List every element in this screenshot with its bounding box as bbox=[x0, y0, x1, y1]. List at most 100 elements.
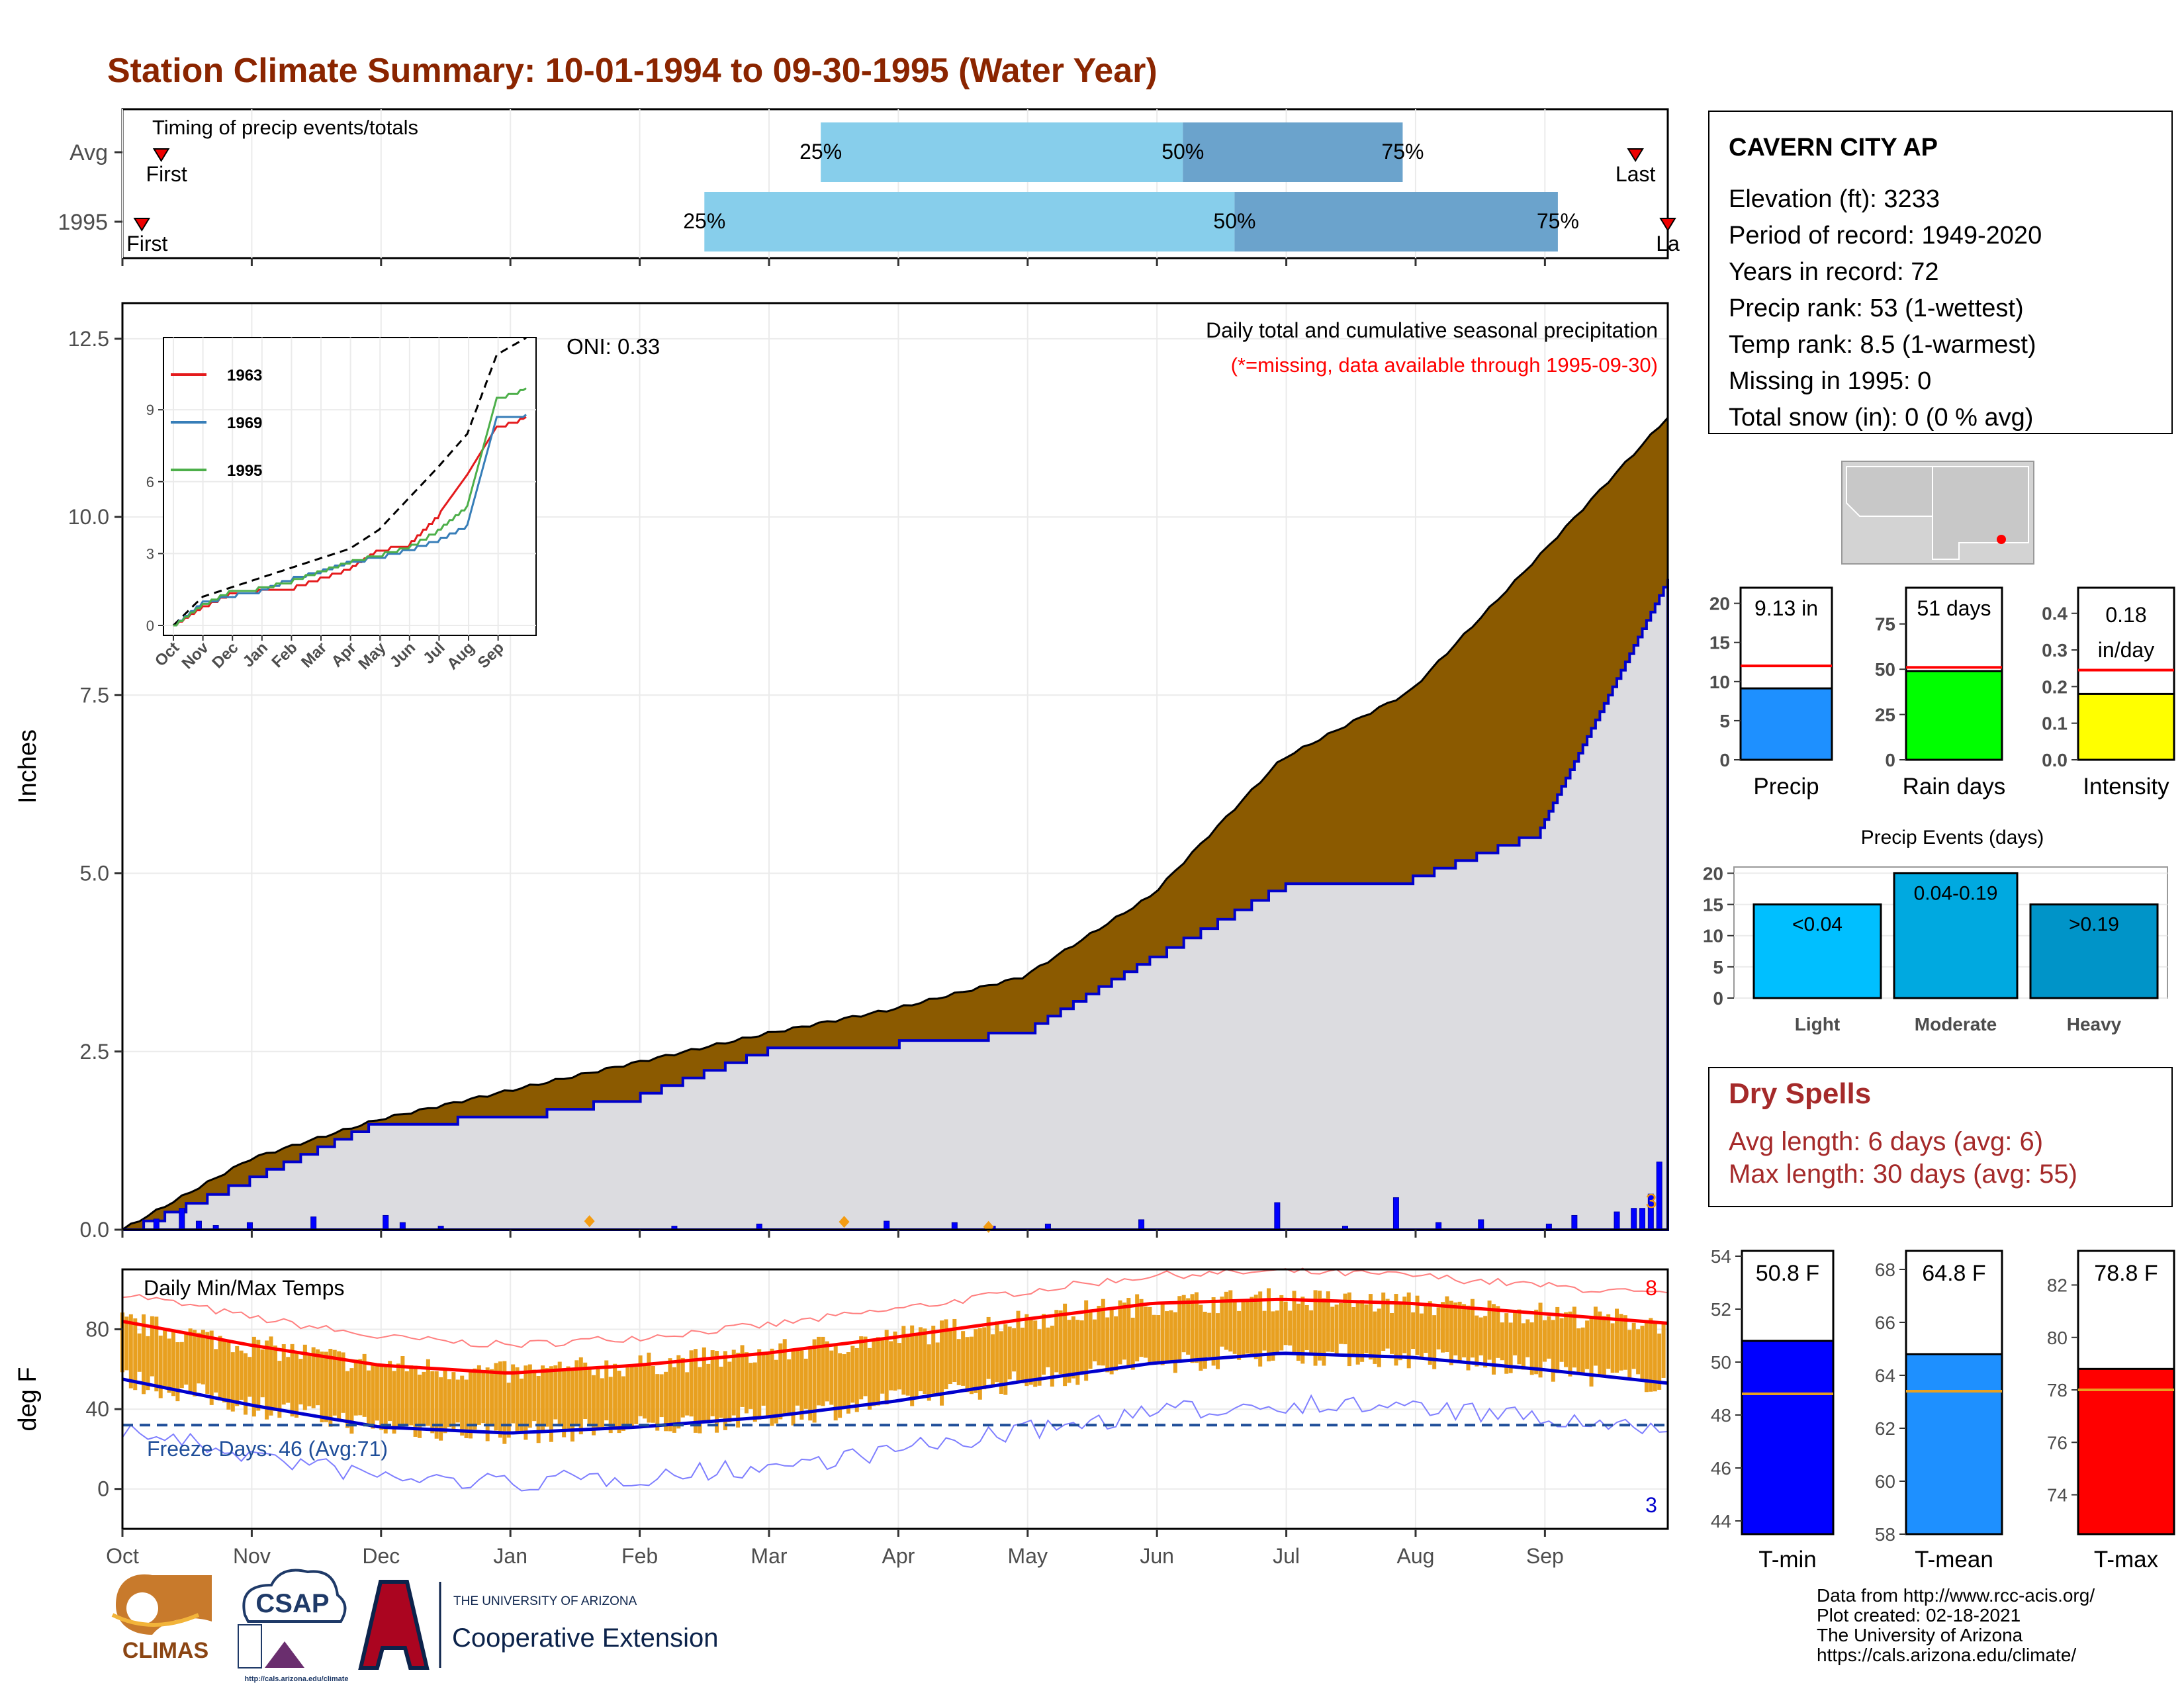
daily-temp-bar bbox=[812, 1339, 817, 1423]
footer-line: The University of Arizona bbox=[1817, 1625, 2023, 1645]
daily-temp-bar bbox=[952, 1318, 957, 1382]
daily-precip-bar bbox=[383, 1214, 389, 1230]
temp-bar-ytick-label: 74 bbox=[2047, 1485, 2068, 1506]
daily-temp-bar bbox=[1610, 1323, 1615, 1373]
daily-temp-bar bbox=[914, 1334, 919, 1400]
daily-temp-bar bbox=[706, 1363, 711, 1422]
daily-temp-bar bbox=[562, 1368, 567, 1438]
daily-temp-bar bbox=[1003, 1324, 1008, 1395]
summary-value: 51 days bbox=[1917, 596, 1991, 620]
temp-bar-ytick-label: 52 bbox=[1711, 1299, 1731, 1320]
precip-ytick-label: 2.5 bbox=[80, 1040, 109, 1064]
temp-title: Daily Min/Max Temps bbox=[144, 1276, 344, 1300]
daily-temp-bar bbox=[439, 1377, 443, 1441]
daily-temp-bar bbox=[1606, 1314, 1611, 1369]
daily-temp-bar bbox=[345, 1371, 349, 1428]
daily-temp-bar bbox=[1250, 1297, 1254, 1355]
daily-temp-bar bbox=[1555, 1306, 1560, 1373]
inset-legend-label: 1969 bbox=[227, 414, 262, 432]
precip-panel: 0.0 2.5 5.0 7.5 10.0 12.5 Inches Daily total an… bbox=[14, 302, 1669, 1242]
daily-precip-bar bbox=[153, 1218, 159, 1230]
daily-temp-bar bbox=[744, 1352, 749, 1414]
daily-temp-bar bbox=[1441, 1302, 1445, 1353]
daily-temp-bar bbox=[1071, 1316, 1075, 1379]
summary-ytick-label: 5 bbox=[1719, 711, 1730, 731]
daily-temp-bar bbox=[1160, 1303, 1165, 1365]
daily-temp-bar bbox=[1394, 1294, 1398, 1366]
events-bar-value: <0.04 bbox=[1792, 914, 1843, 936]
daily-temp-bar bbox=[698, 1367, 702, 1434]
daily-temp-bar bbox=[426, 1359, 430, 1426]
events-bar-label: Moderate bbox=[1915, 1014, 1997, 1034]
daily-temp-bar bbox=[1169, 1310, 1173, 1361]
first-label: First bbox=[146, 162, 187, 186]
daily-temp-bar bbox=[1487, 1301, 1492, 1360]
daily-temp-bar bbox=[918, 1327, 923, 1392]
daily-temp-bar bbox=[1054, 1310, 1059, 1373]
summary-bar bbox=[2077, 692, 2175, 761]
daily-temp-bar bbox=[634, 1367, 639, 1424]
daily-temp-bar bbox=[880, 1338, 885, 1394]
daily-temp-bar bbox=[1012, 1328, 1017, 1372]
daily-temp-bar bbox=[1194, 1292, 1199, 1363]
daily-temp-bar bbox=[430, 1371, 435, 1434]
inset-series-line bbox=[173, 387, 527, 627]
daily-temp-bar bbox=[749, 1363, 753, 1409]
daily-precip-bar bbox=[1274, 1202, 1281, 1230]
summary-ytick-label: 0.0 bbox=[2042, 750, 2068, 770]
csap-logo-bars bbox=[238, 1624, 262, 1668]
daily-temp-bar bbox=[1279, 1295, 1284, 1351]
daily-temp-bar bbox=[1457, 1301, 1462, 1362]
climas-logo-swoosh bbox=[111, 1613, 200, 1627]
daily-temp-bar bbox=[1479, 1317, 1483, 1355]
daily-temp-bar bbox=[422, 1371, 426, 1426]
daily-temp-bar bbox=[1232, 1299, 1237, 1354]
dry-frame bbox=[1708, 1067, 2173, 1207]
daily-temp-bar bbox=[1275, 1310, 1279, 1355]
daily-temp-bar bbox=[302, 1344, 307, 1410]
precip-ylabel: Inches bbox=[14, 729, 42, 803]
daily-temp-bar bbox=[337, 1351, 341, 1421]
daily-temp-bar bbox=[455, 1379, 460, 1423]
daily-temp-bar bbox=[608, 1377, 613, 1434]
daily-temp-bar bbox=[1016, 1310, 1021, 1381]
station-line: Period of record: 1949-2020 bbox=[1729, 222, 2042, 250]
daily-temp-bar bbox=[995, 1321, 999, 1383]
daily-precip-bar bbox=[1478, 1219, 1484, 1230]
events-ytick-label: 5 bbox=[1713, 957, 1723, 978]
timing-panel: Timing of precip events/totals Avg 25% 50% 7… bbox=[58, 108, 1680, 266]
daily-temp-bar bbox=[1245, 1300, 1250, 1354]
month-label: May bbox=[1008, 1544, 1048, 1568]
daily-temp-bar bbox=[256, 1340, 261, 1411]
daily-temp-bar bbox=[676, 1355, 681, 1429]
daily-precip-bar bbox=[1614, 1211, 1620, 1230]
inset-ytick-label: 0 bbox=[146, 617, 154, 634]
precip-events-chart: Precip Events (days) 0 5 10 15 20 <0.04 Light 0.… bbox=[1703, 827, 2168, 1034]
daily-temp-bar bbox=[600, 1378, 604, 1428]
daily-temp-bar bbox=[375, 1363, 379, 1421]
csap-logo-mountain bbox=[265, 1641, 304, 1668]
daily-temp-bar bbox=[477, 1365, 481, 1425]
daily-temp-bar bbox=[332, 1349, 337, 1416]
daily-temp-bar bbox=[400, 1356, 405, 1427]
daily-temp-bar bbox=[774, 1359, 778, 1424]
daily-temp-bar bbox=[1559, 1318, 1564, 1362]
daily-temp-bar bbox=[188, 1328, 193, 1393]
summary-ytick-label: 0 bbox=[1719, 750, 1730, 770]
daily-temp-bar bbox=[1084, 1300, 1089, 1381]
temp-bar-label: T-min bbox=[1758, 1547, 1817, 1573]
temp-bar-ytick-label: 60 bbox=[1875, 1471, 1895, 1492]
temp-bar-ytick-label: 68 bbox=[1875, 1259, 1895, 1280]
temp-ytick-label: 40 bbox=[85, 1397, 109, 1421]
station-line: Years in record: 72 bbox=[1729, 258, 1939, 286]
daily-temp-bar bbox=[536, 1376, 541, 1443]
daily-temp-bar bbox=[205, 1332, 210, 1394]
temp-bar-ytick-label: 82 bbox=[2047, 1275, 2068, 1296]
events-ytick-label: 10 bbox=[1703, 926, 1723, 946]
daily-temp-bar bbox=[1309, 1310, 1314, 1353]
station-name: CAVERN CITY AP bbox=[1729, 134, 1938, 161]
daily-temp-bar bbox=[859, 1336, 864, 1400]
daily-temp-bar bbox=[490, 1369, 494, 1427]
temp-bar-ytick-label: 58 bbox=[1875, 1524, 1895, 1545]
daily-temp-bar bbox=[659, 1374, 664, 1418]
